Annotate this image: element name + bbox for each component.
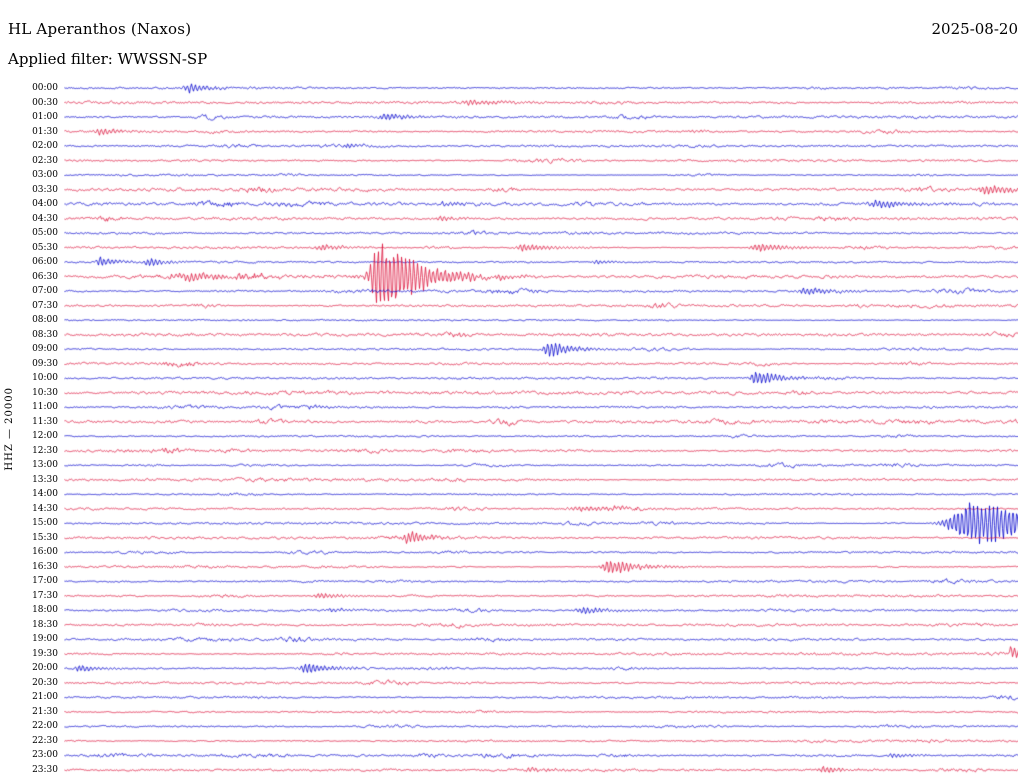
time-label: 17:00	[32, 576, 58, 587]
time-labels: 00:00 00:30 01:00 01:30 02:00 02:30 03:00 03:30…	[0, 80, 60, 778]
time-label: 02:30	[32, 155, 58, 166]
time-label: 10:00	[32, 373, 58, 384]
time-label: 12:00	[32, 431, 58, 442]
time-label: 01:00	[32, 112, 58, 123]
time-label: 18:30	[32, 619, 58, 630]
date-label: 2025-08-20	[931, 20, 1018, 38]
time-label: 19:30	[32, 648, 58, 659]
time-label: 21:00	[32, 692, 58, 703]
time-label: 05:30	[32, 242, 58, 253]
time-label: 23:00	[32, 750, 58, 761]
time-label: 18:00	[32, 605, 58, 616]
time-label: 06:00	[32, 257, 58, 268]
time-label: 00:00	[32, 83, 58, 93]
time-label: 03:30	[32, 184, 58, 195]
time-label: 07:30	[32, 300, 58, 311]
time-label: 23:30	[32, 765, 58, 775]
time-label: 19:00	[32, 634, 58, 645]
time-label: 09:00	[32, 344, 58, 355]
time-label: 14:00	[32, 489, 58, 500]
time-label: 11:00	[32, 402, 58, 413]
time-label: 10:30	[32, 387, 58, 398]
time-label: 00:30	[32, 97, 58, 108]
time-label: 08:30	[32, 329, 58, 340]
time-label: 14:30	[32, 503, 58, 514]
time-label: 16:00	[32, 547, 58, 558]
time-label: 13:00	[32, 460, 58, 471]
time-label: 17:30	[32, 590, 58, 601]
seismogram-canvas	[64, 80, 1018, 778]
time-label: 16:30	[32, 561, 58, 572]
time-label: 01:30	[32, 126, 58, 137]
time-label: 03:00	[32, 170, 58, 181]
time-label: 22:30	[32, 735, 58, 746]
time-label: 20:00	[32, 663, 58, 674]
time-label: 09:30	[32, 358, 58, 369]
time-label: 21:30	[32, 706, 58, 717]
time-label: 15:00	[32, 518, 58, 529]
time-label: 11:30	[32, 416, 58, 427]
filter-label: Applied filter: WWSSN-SP	[8, 50, 208, 68]
station-title: HL Aperanthos (Naxos)	[8, 20, 192, 38]
time-label: 08:00	[32, 315, 58, 326]
time-label: 04:00	[32, 199, 58, 210]
time-label: 15:30	[32, 532, 58, 543]
time-label: 02:00	[32, 141, 58, 152]
time-label: 07:00	[32, 286, 58, 297]
time-label: 22:00	[32, 721, 58, 732]
time-label: 04:30	[32, 213, 58, 224]
time-label: 12:30	[32, 445, 58, 456]
time-label: 13:30	[32, 474, 58, 485]
time-label: 05:00	[32, 228, 58, 239]
time-label: 06:30	[32, 271, 58, 282]
time-label: 20:30	[32, 677, 58, 688]
